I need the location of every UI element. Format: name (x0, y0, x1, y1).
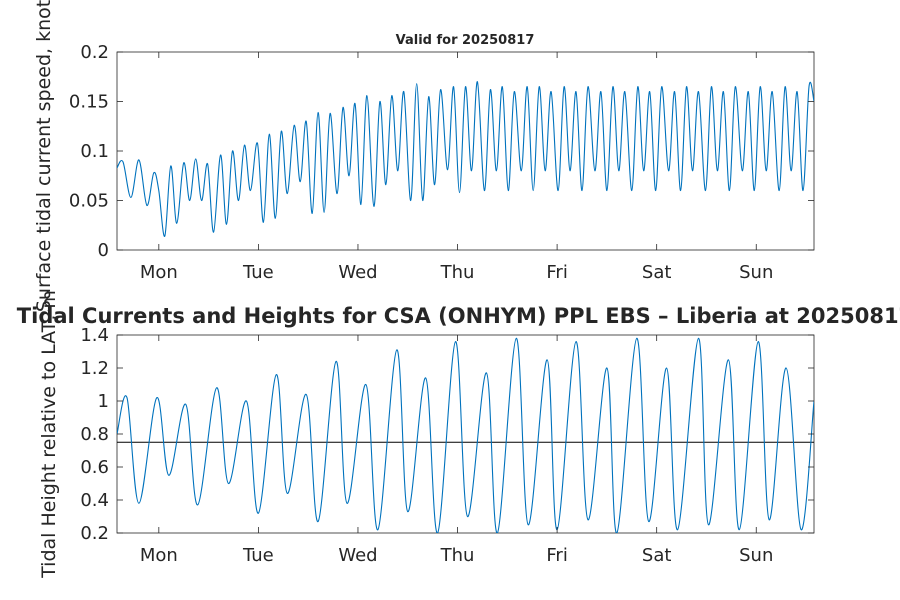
height-y-tick-label: 1.4 (80, 325, 109, 346)
height-panel: Tidal Currents and Heights for CSA (ONHY… (17, 290, 900, 579)
speed-x-tick-label: Fri (546, 262, 567, 283)
speed-panel: Valid for 20250817 0 0.05 0.1 0.15 0.2 Mon Tu… (33, 0, 815, 312)
speed-y-tick-label: 0.05 (69, 191, 109, 212)
speed-axes-box (116, 51, 815, 251)
speed-x-tick-label: Wed (338, 262, 377, 283)
height-y-ticks: 0.2 0.4 0.6 0.8 1 1.2 1.4 (80, 325, 814, 544)
height-y-tick-label: 0.8 (80, 424, 109, 445)
speed-y-tick-label: 0.2 (80, 42, 109, 63)
height-y-tick-label: 1 (98, 391, 109, 412)
height-y-tick-label: 1.2 (80, 358, 109, 379)
height-y-axis-label: Tidal Height relative to LAT, m (38, 290, 60, 579)
speed-x-tick-label: Tue (242, 262, 274, 283)
speed-x-ticks: Mon Tue Wed Thu Fri Sat Sun (140, 52, 773, 283)
speed-y-tick-label: 0.1 (80, 141, 109, 162)
height-x-tick-label: Fri (546, 545, 567, 566)
speed-y-tick-label: 0 (98, 240, 109, 261)
speed-y-tick-label: 0.15 (69, 92, 109, 113)
height-x-tick-label: Tue (242, 545, 274, 566)
speed-x-tick-label: Mon (140, 262, 178, 283)
speed-y-ticks: 0 0.05 0.1 0.15 0.2 (69, 42, 814, 261)
speed-x-tick-label: Sat (642, 262, 672, 283)
speed-x-tick-label: Thu (440, 262, 475, 283)
height-x-tick-label: Sat (642, 545, 672, 566)
height-title: Tidal Currents and Heights for CSA (ONHY… (17, 304, 900, 328)
height-y-tick-label: 0.4 (80, 490, 109, 511)
speed-y-axis-label: Surface tidal current speed, knots (33, 0, 55, 312)
speed-title: Valid for 20250817 (396, 33, 535, 48)
height-x-tick-label: Wed (338, 545, 377, 566)
height-series-line (117, 337, 814, 533)
speed-series-line (117, 81, 814, 237)
height-x-tick-label: Sun (739, 545, 773, 566)
speed-marks (117, 81, 814, 237)
speed-x-tick-label: Sun (739, 262, 773, 283)
height-x-tick-label: Mon (140, 545, 178, 566)
height-y-tick-label: 0.6 (80, 457, 109, 478)
height-y-tick-label: 0.2 (80, 523, 109, 544)
height-marks (117, 337, 814, 533)
height-x-ticks: Mon Tue Wed Thu Fri Sat Sun (140, 335, 773, 566)
height-x-tick-label: Thu (440, 545, 475, 566)
